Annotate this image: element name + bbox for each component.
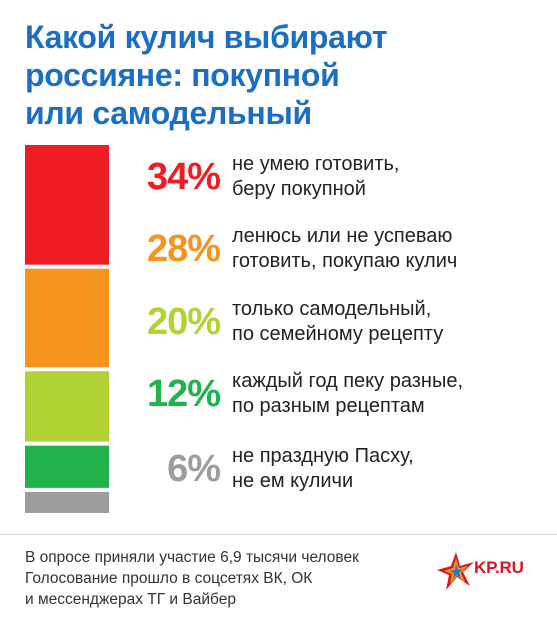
legend-label-3-line-1: только самодельный, bbox=[232, 298, 432, 320]
legend-label-5-line-2: не ем куличи bbox=[232, 470, 354, 492]
bar-segment-2 bbox=[25, 268, 109, 368]
legend-label-2: ленюсь или не успеваю готовить, покупаю … bbox=[232, 224, 552, 274]
bar-segment-1 bbox=[25, 145, 109, 265]
title-line-3: или самодельный bbox=[25, 95, 312, 131]
legend-row-4: 12% каждый год пеку разные, по разным ре… bbox=[128, 366, 548, 422]
footer-note: В опросе приняли участие 6,9 тысячи чело… bbox=[25, 547, 425, 610]
stacked-bar bbox=[25, 145, 109, 513]
footer-divider bbox=[0, 534, 557, 535]
title-line-1: Какой кулич выбирают bbox=[25, 19, 388, 55]
bar-segment-4 bbox=[25, 445, 109, 488]
legend-percent-3: 20% bbox=[146, 301, 221, 343]
footer-line-2: Голосование прошло в соцсетях ВК, ОК bbox=[25, 570, 313, 587]
legend-percent-2: 28% bbox=[146, 228, 221, 270]
legend-row-3: 20% только самодельный, по семейному рец… bbox=[128, 294, 548, 350]
legend-label-5-line-1: не праздную Пасху, bbox=[232, 445, 414, 467]
legend-row-5: 6% не праздную Пасху, не ем куличи bbox=[128, 441, 548, 497]
footer-line-1: В опросе приняли участие 6,9 тысячи чело… bbox=[25, 549, 359, 566]
legend-label-5: не праздную Пасху, не ем куличи bbox=[232, 444, 552, 494]
footer-line-3: и мессенджерах ТГ и Вайбер bbox=[25, 591, 236, 608]
legend-label-1-line-2: беру покупной bbox=[232, 178, 366, 200]
legend-percent-1: 34% bbox=[146, 156, 221, 198]
legend-label-2-line-1: ленюсь или не успеваю bbox=[232, 225, 453, 247]
legend-percent-5: 6% bbox=[167, 448, 221, 490]
bar-segment-3 bbox=[25, 371, 109, 442]
legend-label-4: каждый год пеку разные, по разным рецепт… bbox=[232, 369, 552, 419]
legend-row-1: 34% не умею готовить, беру покупной bbox=[128, 149, 548, 205]
chart-title: Какой кулич выбирают россияне: покупной … bbox=[25, 18, 545, 132]
kp-logo: KP.RU bbox=[436, 550, 546, 592]
legend-label-1-line-1: не умею готовить, bbox=[232, 153, 400, 175]
legend-label-1: не умею готовить, беру покупной bbox=[232, 152, 552, 202]
legend-row-2: 28% ленюсь или не успеваю готовить, поку… bbox=[128, 221, 548, 277]
kp-star-icon bbox=[437, 552, 474, 590]
legend-label-2-line-2: готовить, покупаю кулич bbox=[232, 250, 458, 272]
logo-text: KP.RU bbox=[474, 558, 524, 577]
legend-label-4-line-1: каждый год пеку разные, bbox=[232, 370, 464, 392]
legend-label-4-line-2: по разным рецептам bbox=[232, 395, 425, 417]
legend-label-3-line-2: по семейному рецепту bbox=[232, 323, 444, 345]
bar-segment-5 bbox=[25, 491, 109, 513]
legend-label-3: только самодельный, по семейному рецепту bbox=[232, 297, 552, 347]
legend-percent-4: 12% bbox=[146, 373, 221, 415]
title-line-2: россияне: покупной bbox=[25, 57, 340, 93]
